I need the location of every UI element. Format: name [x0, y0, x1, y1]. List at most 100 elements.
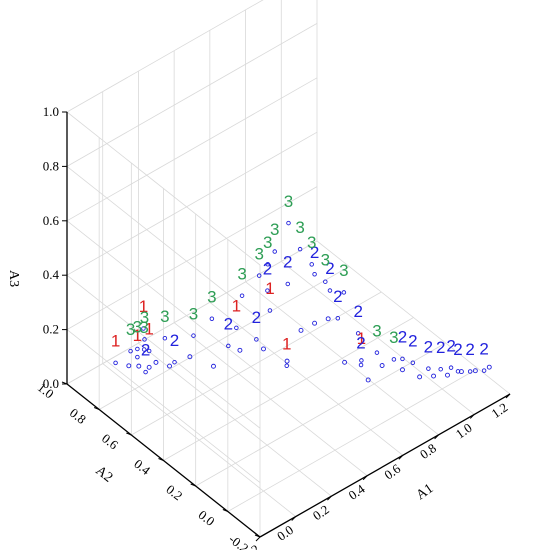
data-point-class-3: 3 [389, 328, 398, 347]
data-point-dot [237, 347, 243, 353]
data-point-dot [187, 354, 193, 360]
data-point-dot [438, 366, 443, 372]
data-point-dot [284, 363, 289, 368]
data-point-dot [146, 348, 152, 354]
data-point-dot [141, 347, 147, 352]
data-point-class-2: 2 [310, 243, 319, 262]
data-point-dot [128, 348, 133, 354]
data-point-class-3: 3 [207, 287, 216, 306]
data-point-class-3: 3 [372, 321, 381, 340]
x-tick-label: 1.0 [453, 420, 475, 442]
data-point-dot [265, 288, 270, 293]
y-tick [190, 483, 196, 487]
grid-line [227, 368, 479, 512]
data-point-dot [135, 346, 140, 352]
x-tick [398, 454, 404, 460]
data-point-class-3: 3 [307, 233, 316, 252]
data-point-dot [146, 364, 152, 370]
x-tick-label: -0.2 [237, 541, 262, 550]
grid-line [66, 329, 261, 483]
data-point-dot [267, 308, 273, 313]
data-point-class-3: 3 [126, 320, 135, 339]
grid-line [66, 131, 318, 276]
data-dots [113, 220, 492, 383]
y-tick-label: 0.2 [163, 482, 185, 504]
y-tick-label: 0.6 [99, 431, 121, 453]
data-point-dot [136, 363, 142, 369]
data-point-dot [143, 369, 148, 375]
grid-line [98, 266, 350, 410]
x-tick-label: 1.2 [488, 400, 510, 422]
y-tick-label: 0.0 [196, 507, 218, 529]
data-point-class-2: 2 [333, 287, 342, 306]
y-tick [126, 432, 132, 436]
data-point-class-3: 3 [133, 318, 142, 337]
data-point-class-3: 3 [284, 192, 293, 211]
data-point-dot [135, 354, 140, 360]
z-tick-label: 0.2 [43, 322, 59, 337]
data-point-class-2: 2 [356, 334, 365, 353]
data-point-dot [481, 368, 487, 373]
data-point-class-3: 3 [254, 244, 263, 263]
data-point-dot [410, 360, 416, 366]
data-point-class-2: 2 [453, 340, 462, 359]
data-point-dot [162, 335, 168, 341]
z-tick-label: 0.8 [43, 158, 59, 173]
data-point-dot [400, 356, 405, 362]
data-point-class-2: 2 [325, 259, 334, 278]
data-point-dot [312, 271, 317, 277]
grid-line [66, 220, 261, 375]
x-tick [469, 414, 475, 419]
data-point-class-1: 1 [357, 329, 366, 348]
data-point-class-2: 2 [283, 253, 292, 272]
grid-line [66, 23, 318, 167]
data-point-dot [355, 331, 361, 336]
grid-line [66, 186, 318, 330]
data-point-dot [391, 357, 397, 362]
data-point-dot [226, 343, 231, 349]
data-point-class-2: 2 [465, 340, 474, 359]
x-tick-label: 0.6 [381, 461, 403, 483]
grid-line [66, 77, 318, 222]
data-point-dot [445, 372, 450, 378]
data-point-class-2: 2 [170, 331, 179, 350]
data-point-class-1: 1 [265, 279, 274, 298]
data-point-dot [323, 279, 328, 284]
x-tick [255, 536, 261, 542]
axes: -0.2 0.0 0.2 0.4 0.6 0.8 1.0 1.2 -0.2 0.0 0.2 0.4 0.… [35, 104, 511, 550]
data-point-class-1: 1 [144, 320, 153, 339]
data-point-class-2: 2 [263, 259, 272, 278]
data-point-dot [142, 337, 147, 342]
data-point-dot [126, 363, 132, 369]
data-point-dot [239, 293, 245, 298]
data-point-dot [298, 327, 304, 333]
x-tick [434, 434, 439, 440]
grid-line [66, 274, 261, 429]
data-point-dot [167, 363, 172, 369]
data-point-class-3: 3 [270, 220, 279, 239]
data-point-class-1: 1 [133, 326, 142, 345]
x-tick-label: 0.0 [274, 522, 296, 544]
data-point-dot [341, 290, 347, 295]
grid-line [131, 291, 382, 436]
data-point-dot [426, 366, 431, 371]
data-point-dot [335, 316, 341, 321]
data-point-class-2: 2 [424, 337, 433, 356]
data-point-dot [265, 261, 271, 267]
data-point-dot [455, 369, 461, 374]
y-tick [93, 407, 100, 410]
x-tick [362, 475, 368, 481]
data-point-dot [309, 262, 314, 267]
data-point-class-3: 3 [263, 233, 272, 252]
data-point-dot [359, 358, 364, 363]
grid-line [163, 317, 414, 461]
data-point-dot [379, 363, 385, 368]
data-point-class-3: 3 [237, 264, 246, 283]
x-tick [505, 393, 511, 399]
data-point-dot [141, 326, 146, 331]
grid-line [66, 0, 264, 113]
data-point-class-2: 2 [398, 328, 407, 347]
data-point-class-2: 2 [252, 308, 261, 327]
